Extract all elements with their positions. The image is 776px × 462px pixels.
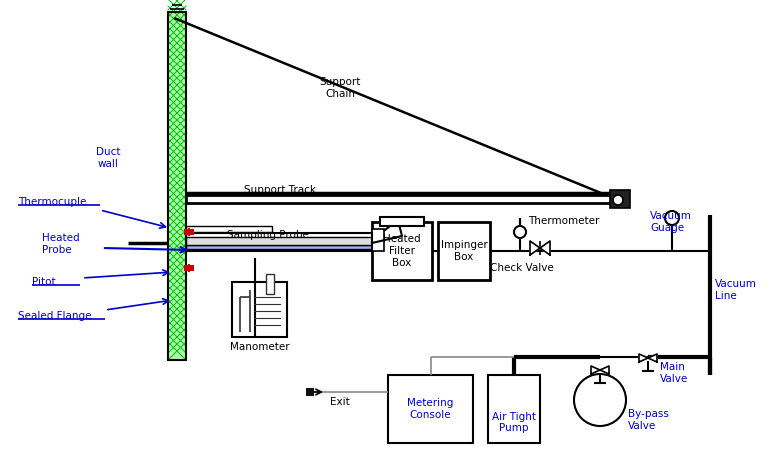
Circle shape bbox=[613, 195, 623, 205]
Bar bbox=[232, 282, 287, 337]
Bar bbox=[186, 195, 622, 203]
Text: Thermocuple: Thermocuple bbox=[18, 197, 86, 207]
Polygon shape bbox=[530, 241, 540, 255]
Bar bbox=[438, 222, 490, 280]
Bar bbox=[266, 274, 274, 294]
Text: By-pass
Valve: By-pass Valve bbox=[628, 409, 669, 431]
Bar bbox=[168, 12, 186, 360]
Bar bbox=[388, 375, 473, 443]
Bar bbox=[184, 229, 194, 235]
Bar bbox=[186, 245, 372, 249]
Text: Duct
wall: Duct wall bbox=[95, 147, 120, 169]
Bar bbox=[306, 388, 314, 396]
Text: Air Tight
Pump: Air Tight Pump bbox=[492, 412, 536, 433]
Circle shape bbox=[665, 211, 679, 225]
Bar bbox=[488, 375, 540, 443]
Polygon shape bbox=[600, 366, 609, 374]
Polygon shape bbox=[648, 354, 657, 362]
Text: Heated
Probe: Heated Probe bbox=[42, 233, 80, 255]
Bar bbox=[372, 229, 384, 251]
Text: Check Valve: Check Valve bbox=[490, 263, 554, 273]
Polygon shape bbox=[639, 354, 648, 362]
Text: Metering
Console: Metering Console bbox=[407, 398, 454, 420]
Bar bbox=[372, 222, 432, 280]
Bar bbox=[186, 233, 372, 251]
Text: Support
Chain: Support Chain bbox=[319, 77, 361, 99]
Text: Sealed Flange: Sealed Flange bbox=[18, 311, 92, 321]
Text: Vacuum
Line: Vacuum Line bbox=[715, 279, 757, 301]
Bar bbox=[380, 217, 424, 226]
Text: Impinger
Box: Impinger Box bbox=[441, 240, 487, 262]
Text: Exit: Exit bbox=[330, 397, 350, 407]
Bar bbox=[186, 237, 372, 245]
Text: Support Track: Support Track bbox=[244, 185, 316, 195]
Circle shape bbox=[514, 226, 526, 238]
Text: Vacuum
Guage: Vacuum Guage bbox=[650, 211, 692, 233]
Text: Manometer: Manometer bbox=[230, 342, 289, 352]
Bar bbox=[184, 265, 194, 271]
Polygon shape bbox=[591, 366, 600, 374]
Text: Main
Valve: Main Valve bbox=[660, 362, 688, 384]
Bar bbox=[610, 190, 630, 208]
Bar bbox=[186, 226, 272, 232]
Polygon shape bbox=[540, 241, 550, 255]
Text: Sampling Probe: Sampling Probe bbox=[227, 230, 309, 240]
Circle shape bbox=[574, 374, 626, 426]
Bar bbox=[168, 12, 186, 360]
Text: Thermometer: Thermometer bbox=[528, 216, 599, 226]
Text: Heated
Filter
Box: Heated Filter Box bbox=[383, 234, 421, 267]
Text: Pitot: Pitot bbox=[32, 277, 56, 287]
